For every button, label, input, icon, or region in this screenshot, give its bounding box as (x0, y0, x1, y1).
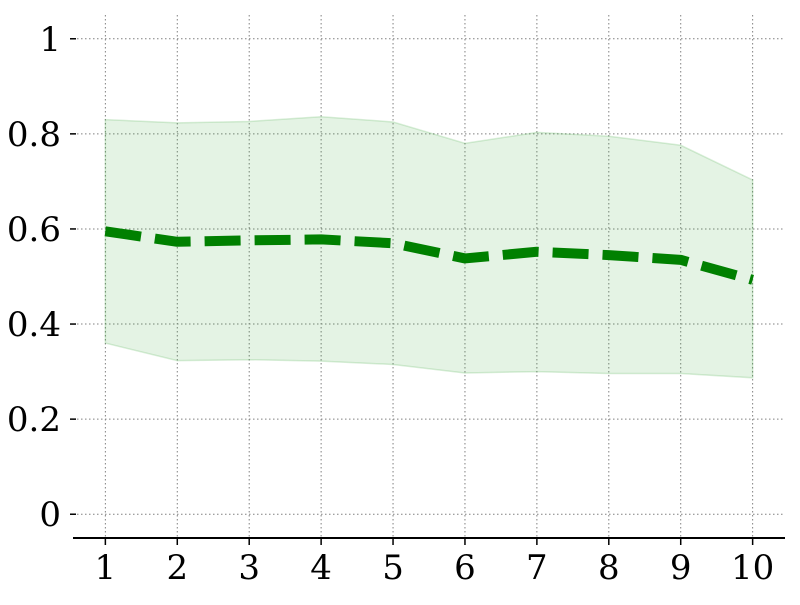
x-tick-label: 7 (526, 548, 548, 588)
y-tick-label: 0.8 (7, 115, 61, 155)
x-tick-label: 1 (95, 548, 117, 588)
y-tick-label: 0.2 (7, 400, 61, 440)
y-tick-label: 0.4 (7, 305, 61, 345)
x-tick-label: 6 (454, 548, 476, 588)
x-tick-label: 8 (598, 548, 620, 588)
y-tick-label: 0 (39, 495, 61, 535)
x-tick-label: 10 (731, 548, 774, 588)
y-tick-label: 0.6 (7, 210, 61, 250)
x-tick-label: 3 (238, 548, 260, 588)
x-tick-label: 2 (166, 548, 188, 588)
x-tick-label: 4 (310, 548, 332, 588)
x-tick-label: 5 (382, 548, 404, 588)
x-tick-label: 9 (670, 548, 692, 588)
y-tick-label: 1 (39, 20, 61, 60)
